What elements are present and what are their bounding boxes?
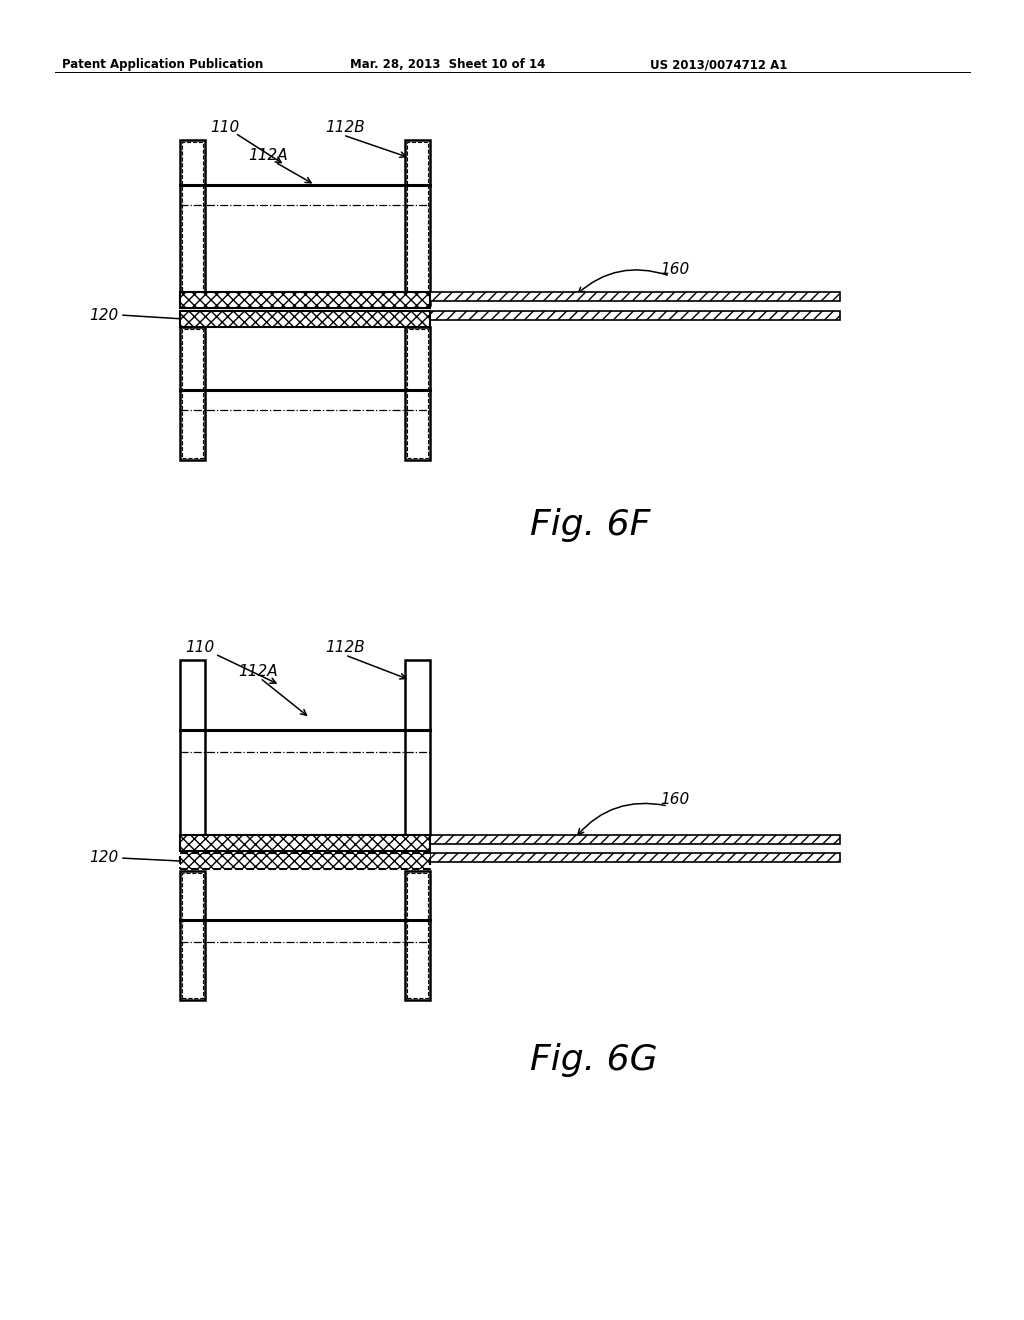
Bar [180,327,205,459]
Bar [430,312,840,319]
Text: 160: 160 [660,263,689,277]
Text: 120: 120 [89,850,118,866]
Text: 112B: 112B [325,640,365,656]
Bar [430,853,840,862]
Text: 110: 110 [210,120,240,136]
Text: US 2013/0074712 A1: US 2013/0074712 A1 [650,58,787,71]
Bar [180,660,205,838]
Text: 110: 110 [185,640,214,656]
Bar [406,660,430,838]
Text: Fig. 6G: Fig. 6G [530,1043,657,1077]
Bar [182,143,203,304]
Bar [406,871,430,1001]
Bar [180,853,430,869]
Bar [407,873,428,998]
Bar [180,312,430,327]
Bar [406,327,430,459]
Bar [180,140,205,305]
Bar [430,292,840,301]
Text: 112A: 112A [238,664,278,680]
Text: 120: 120 [89,308,118,322]
Bar [182,873,203,998]
Bar [430,836,840,843]
Text: Fig. 6F: Fig. 6F [530,508,650,543]
Text: Patent Application Publication: Patent Application Publication [62,58,263,71]
Text: Mar. 28, 2013  Sheet 10 of 14: Mar. 28, 2013 Sheet 10 of 14 [350,58,546,71]
Bar [180,836,430,851]
Bar [407,143,428,304]
Text: 160: 160 [660,792,689,808]
Text: 112A: 112A [248,148,288,162]
Text: 112B: 112B [325,120,365,136]
Bar [406,140,430,305]
Bar [180,871,205,1001]
Bar [180,292,430,308]
Bar [407,329,428,458]
Bar [182,329,203,458]
